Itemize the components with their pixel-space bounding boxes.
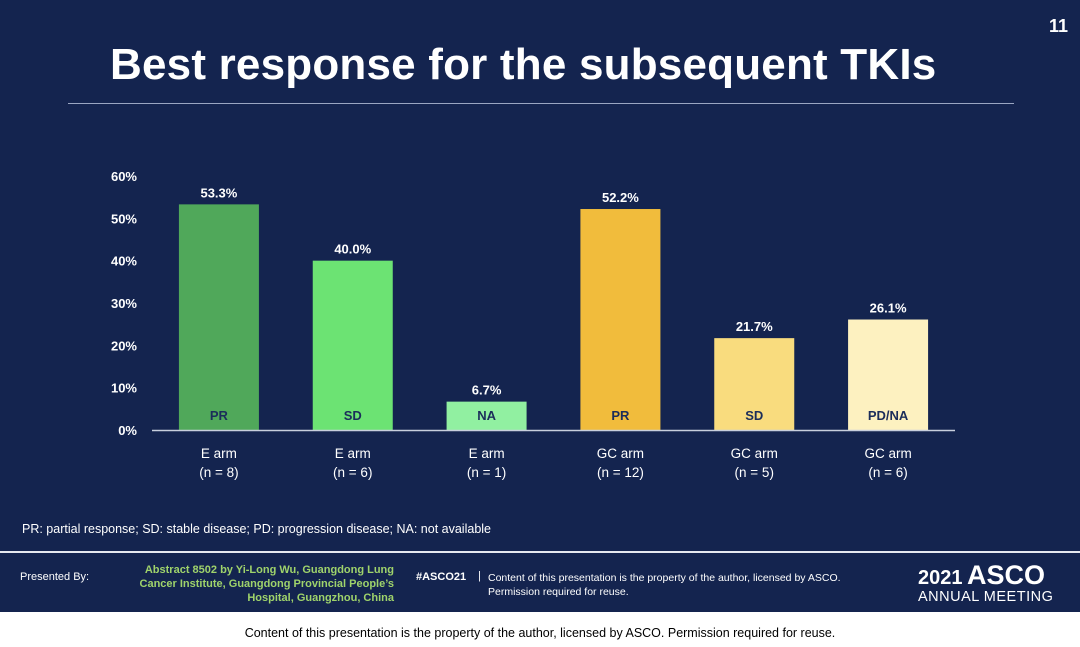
x-tick-label: E arm xyxy=(201,446,237,461)
x-tick-label: GC arm xyxy=(731,446,778,461)
response-label: PR xyxy=(210,408,229,423)
data-label: 21.7% xyxy=(736,319,773,334)
bar xyxy=(848,319,929,430)
copyright-line: Permission required for reuse. xyxy=(488,586,629,598)
abstract-line: Cancer Institute, Guangdong Provincial P… xyxy=(139,578,394,590)
x-tick-sample-size: (n = 6) xyxy=(868,465,907,480)
x-tick-label: E arm xyxy=(335,446,371,461)
slide-number: 11 xyxy=(1048,16,1068,36)
y-tick-label: 10% xyxy=(111,381,137,396)
slide-title: Best response for the subsequent TKIs xyxy=(110,40,937,89)
x-tick-label: GC arm xyxy=(864,446,911,461)
x-tick-sample-size: (n = 1) xyxy=(467,465,506,480)
response-label: PD/NA xyxy=(868,408,909,423)
bar xyxy=(714,338,795,430)
x-tick-sample-size: (n = 5) xyxy=(735,465,774,480)
data-label: 53.3% xyxy=(200,185,237,200)
asco-logo-meeting: ANNUAL MEETING xyxy=(918,589,1054,605)
bar xyxy=(178,204,259,430)
response-label: SD xyxy=(344,408,362,423)
y-tick-label: 60% xyxy=(111,169,137,184)
x-tick-sample-size: (n = 8) xyxy=(199,465,238,480)
bar xyxy=(580,209,661,430)
y-tick-label: 30% xyxy=(111,296,137,311)
abbreviation-footnote: PR: partial response; SD: stable disease… xyxy=(22,522,491,536)
y-tick-label: 0% xyxy=(118,423,137,438)
response-label: PR xyxy=(611,408,630,423)
abstract-line: Hospital, Guangzhou, China xyxy=(247,592,394,604)
data-label: 52.2% xyxy=(602,190,639,205)
asco-logo-name: ASCO xyxy=(966,560,1045,590)
copyright-notice: Content of this presentation is the prop… xyxy=(488,571,841,599)
footer-separator: | xyxy=(478,570,481,582)
footer-divider xyxy=(0,551,1080,553)
x-tick-sample-size: (n = 12) xyxy=(597,465,644,480)
data-label: 6.7% xyxy=(472,383,502,398)
hashtag: #ASCO21 xyxy=(416,571,467,583)
abstract-line: Abstract 8502 by Yi-Long Wu, Guangdong L… xyxy=(144,564,394,576)
y-tick-label: 40% xyxy=(111,254,137,269)
bar xyxy=(312,260,393,430)
y-tick-label: 50% xyxy=(111,211,137,226)
data-label: 26.1% xyxy=(870,301,907,316)
y-tick-label: 20% xyxy=(111,338,137,353)
response-label: SD xyxy=(745,408,763,423)
x-tick-sample-size: (n = 6) xyxy=(333,465,372,480)
presented-by-label: Presented By: xyxy=(20,571,90,583)
bottom-copyright: Content of this presentation is the prop… xyxy=(244,626,836,640)
data-label: 40.0% xyxy=(334,242,371,257)
title-divider xyxy=(68,103,1014,104)
asco-logo-year: 2021 xyxy=(918,567,963,589)
slide: 11 Best response for the subsequent TKIs… xyxy=(0,0,1080,612)
copyright-line: Content of this presentation is the prop… xyxy=(488,572,841,584)
response-label: NA xyxy=(477,408,496,423)
abstract-credit: Abstract 8502 by Yi-Long Wu, Guangdong L… xyxy=(110,563,394,605)
bar xyxy=(446,401,527,430)
bar-chart: 0% 10% 20% 30% 40% 50% 60% 53.3% PR E arm (n = 8) 4… xyxy=(111,169,955,480)
asco-logo: 2021 ASCO ANNUAL MEETING xyxy=(918,560,1053,605)
x-tick-label: E arm xyxy=(469,446,505,461)
x-tick-label: GC arm xyxy=(597,446,644,461)
